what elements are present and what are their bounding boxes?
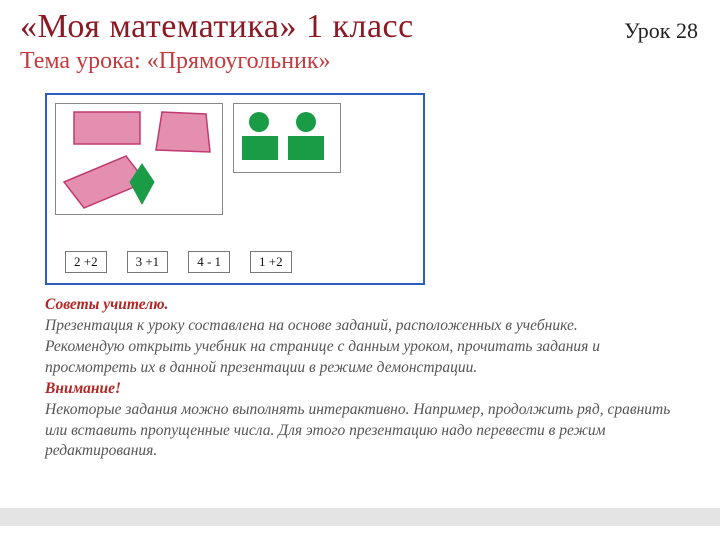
green-rect-1 <box>242 136 278 160</box>
shapes-card-left <box>55 103 223 215</box>
footer-bar <box>0 508 720 526</box>
figure-box: 2 +2 3 +1 4 - 1 1 +2 <box>45 93 425 285</box>
main-title: «Моя математика» 1 класс <box>20 8 414 46</box>
shapes-right-svg <box>234 104 342 174</box>
equation-box: 4 - 1 <box>188 251 230 273</box>
advice-text-2: Рекомендую открыть учебник на странице с… <box>45 337 680 379</box>
green-rect-2 <box>288 136 324 160</box>
green-circle-2 <box>296 112 316 132</box>
advice-heading-2: Внимание! <box>45 379 680 400</box>
shapes-row <box>55 103 415 215</box>
slide: «Моя математика» 1 класс Урок 28 Тема ур… <box>0 0 720 540</box>
green-circle-1 <box>249 112 269 132</box>
equation-box: 1 +2 <box>250 251 292 273</box>
shapes-left-svg <box>56 104 224 216</box>
subtitle: Тема урока: «Прямоугольник» <box>20 48 700 75</box>
pink-trapezoid <box>156 112 210 152</box>
advice-text-3: Некоторые задания можно выполнять интера… <box>45 400 680 463</box>
equation-box: 2 +2 <box>65 251 107 273</box>
pink-rectangle <box>74 112 140 144</box>
advice-block: Советы учителю. Презентация к уроку сост… <box>45 295 680 462</box>
equations-row: 2 +2 3 +1 4 - 1 1 +2 <box>65 251 415 273</box>
shapes-card-right <box>233 103 341 173</box>
advice-text-1: Презентация к уроку составлена на основе… <box>45 316 680 337</box>
advice-heading-1: Советы учителю. <box>45 295 680 316</box>
title-row: «Моя математика» 1 класс Урок 28 <box>20 8 700 46</box>
equation-box: 3 +1 <box>127 251 169 273</box>
lesson-number: Урок 28 <box>624 18 698 44</box>
